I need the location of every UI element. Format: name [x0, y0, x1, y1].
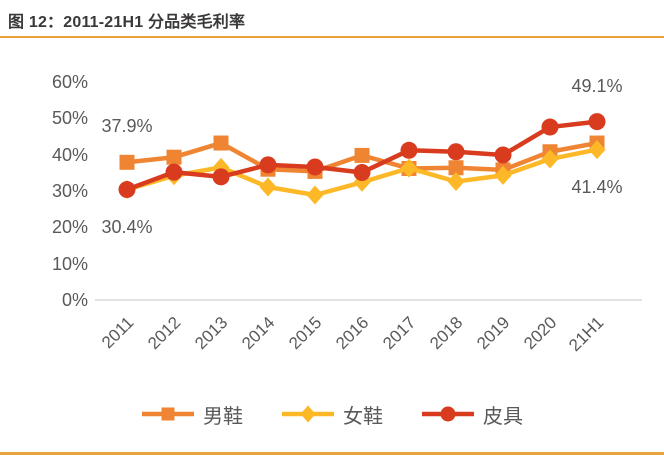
data-point-marker-diamond: [588, 140, 606, 160]
legend-marker-diamond-icon: [300, 405, 316, 423]
legend-marker-square-icon: [161, 407, 175, 421]
y-tick-label: 50%: [51, 108, 88, 129]
y-tick-label: 0%: [61, 290, 88, 310]
legend-marker-circle-icon: [440, 406, 456, 422]
data-point-marker-diamond: [541, 149, 559, 169]
data-label: 30.4%: [101, 216, 153, 237]
figure-title: 图 12：2011-21H1 分品类毛利率: [8, 14, 246, 31]
data-point-marker-square: [354, 147, 370, 163]
data-point-marker-circle: [494, 146, 512, 164]
legend-circle-icon: [422, 406, 474, 422]
data-point-marker-square: [119, 154, 135, 170]
data-point-marker-square: [448, 160, 464, 176]
legend-label: 女鞋: [343, 405, 383, 428]
data-point-marker-diamond: [447, 172, 465, 192]
data-point-marker-circle: [447, 143, 465, 161]
legend-label: 皮具: [483, 405, 523, 428]
data-point-marker-circle: [259, 156, 277, 174]
data-point-marker-circle: [306, 158, 324, 176]
title-underline: [0, 36, 664, 38]
data-point-marker-circle: [400, 141, 418, 159]
data-point-marker-circle: [541, 118, 559, 136]
data-point-marker-diamond: [400, 158, 418, 178]
y-tick-label: 10%: [51, 253, 88, 274]
legend: 男鞋 女鞋 皮具: [0, 392, 664, 436]
bottom-divider: [0, 452, 664, 455]
data-point-marker-circle: [212, 168, 230, 186]
y-tick-label: 40%: [51, 144, 88, 165]
chart-canvas: [95, 113, 642, 301]
y-tick-label: 20%: [51, 217, 88, 238]
legend-label: 男鞋: [203, 405, 243, 428]
data-point-marker-square: [213, 135, 229, 151]
data-point-marker-diamond: [494, 165, 512, 185]
data-label: 41.4%: [571, 176, 623, 197]
data-point-marker-circle: [353, 163, 371, 181]
data-point-marker-diamond: [259, 177, 277, 197]
data-point-marker-square: [166, 149, 182, 165]
data-point-marker-diamond: [306, 185, 324, 205]
data-point-marker-circle: [118, 181, 136, 199]
legend-item-2: 皮具: [421, 400, 523, 429]
data-label: 49.1%: [571, 75, 623, 96]
y-tick-label: 30%: [51, 181, 88, 201]
y-tick-label: 60%: [51, 72, 88, 92]
legend-square-icon: [142, 407, 194, 421]
legend-item-1: 女鞋: [281, 400, 383, 429]
chart-area: 60% 50% 40% 30% 20% 10% 0% 2011 2012 2013 2014 201…: [0, 40, 664, 450]
data-point-marker-circle: [165, 163, 183, 181]
legend-item-0: 男鞋: [141, 400, 243, 429]
data-point-marker-circle: [588, 113, 606, 131]
data-label: 37.9%: [101, 116, 153, 137]
legend-diamond-icon: [282, 405, 334, 423]
